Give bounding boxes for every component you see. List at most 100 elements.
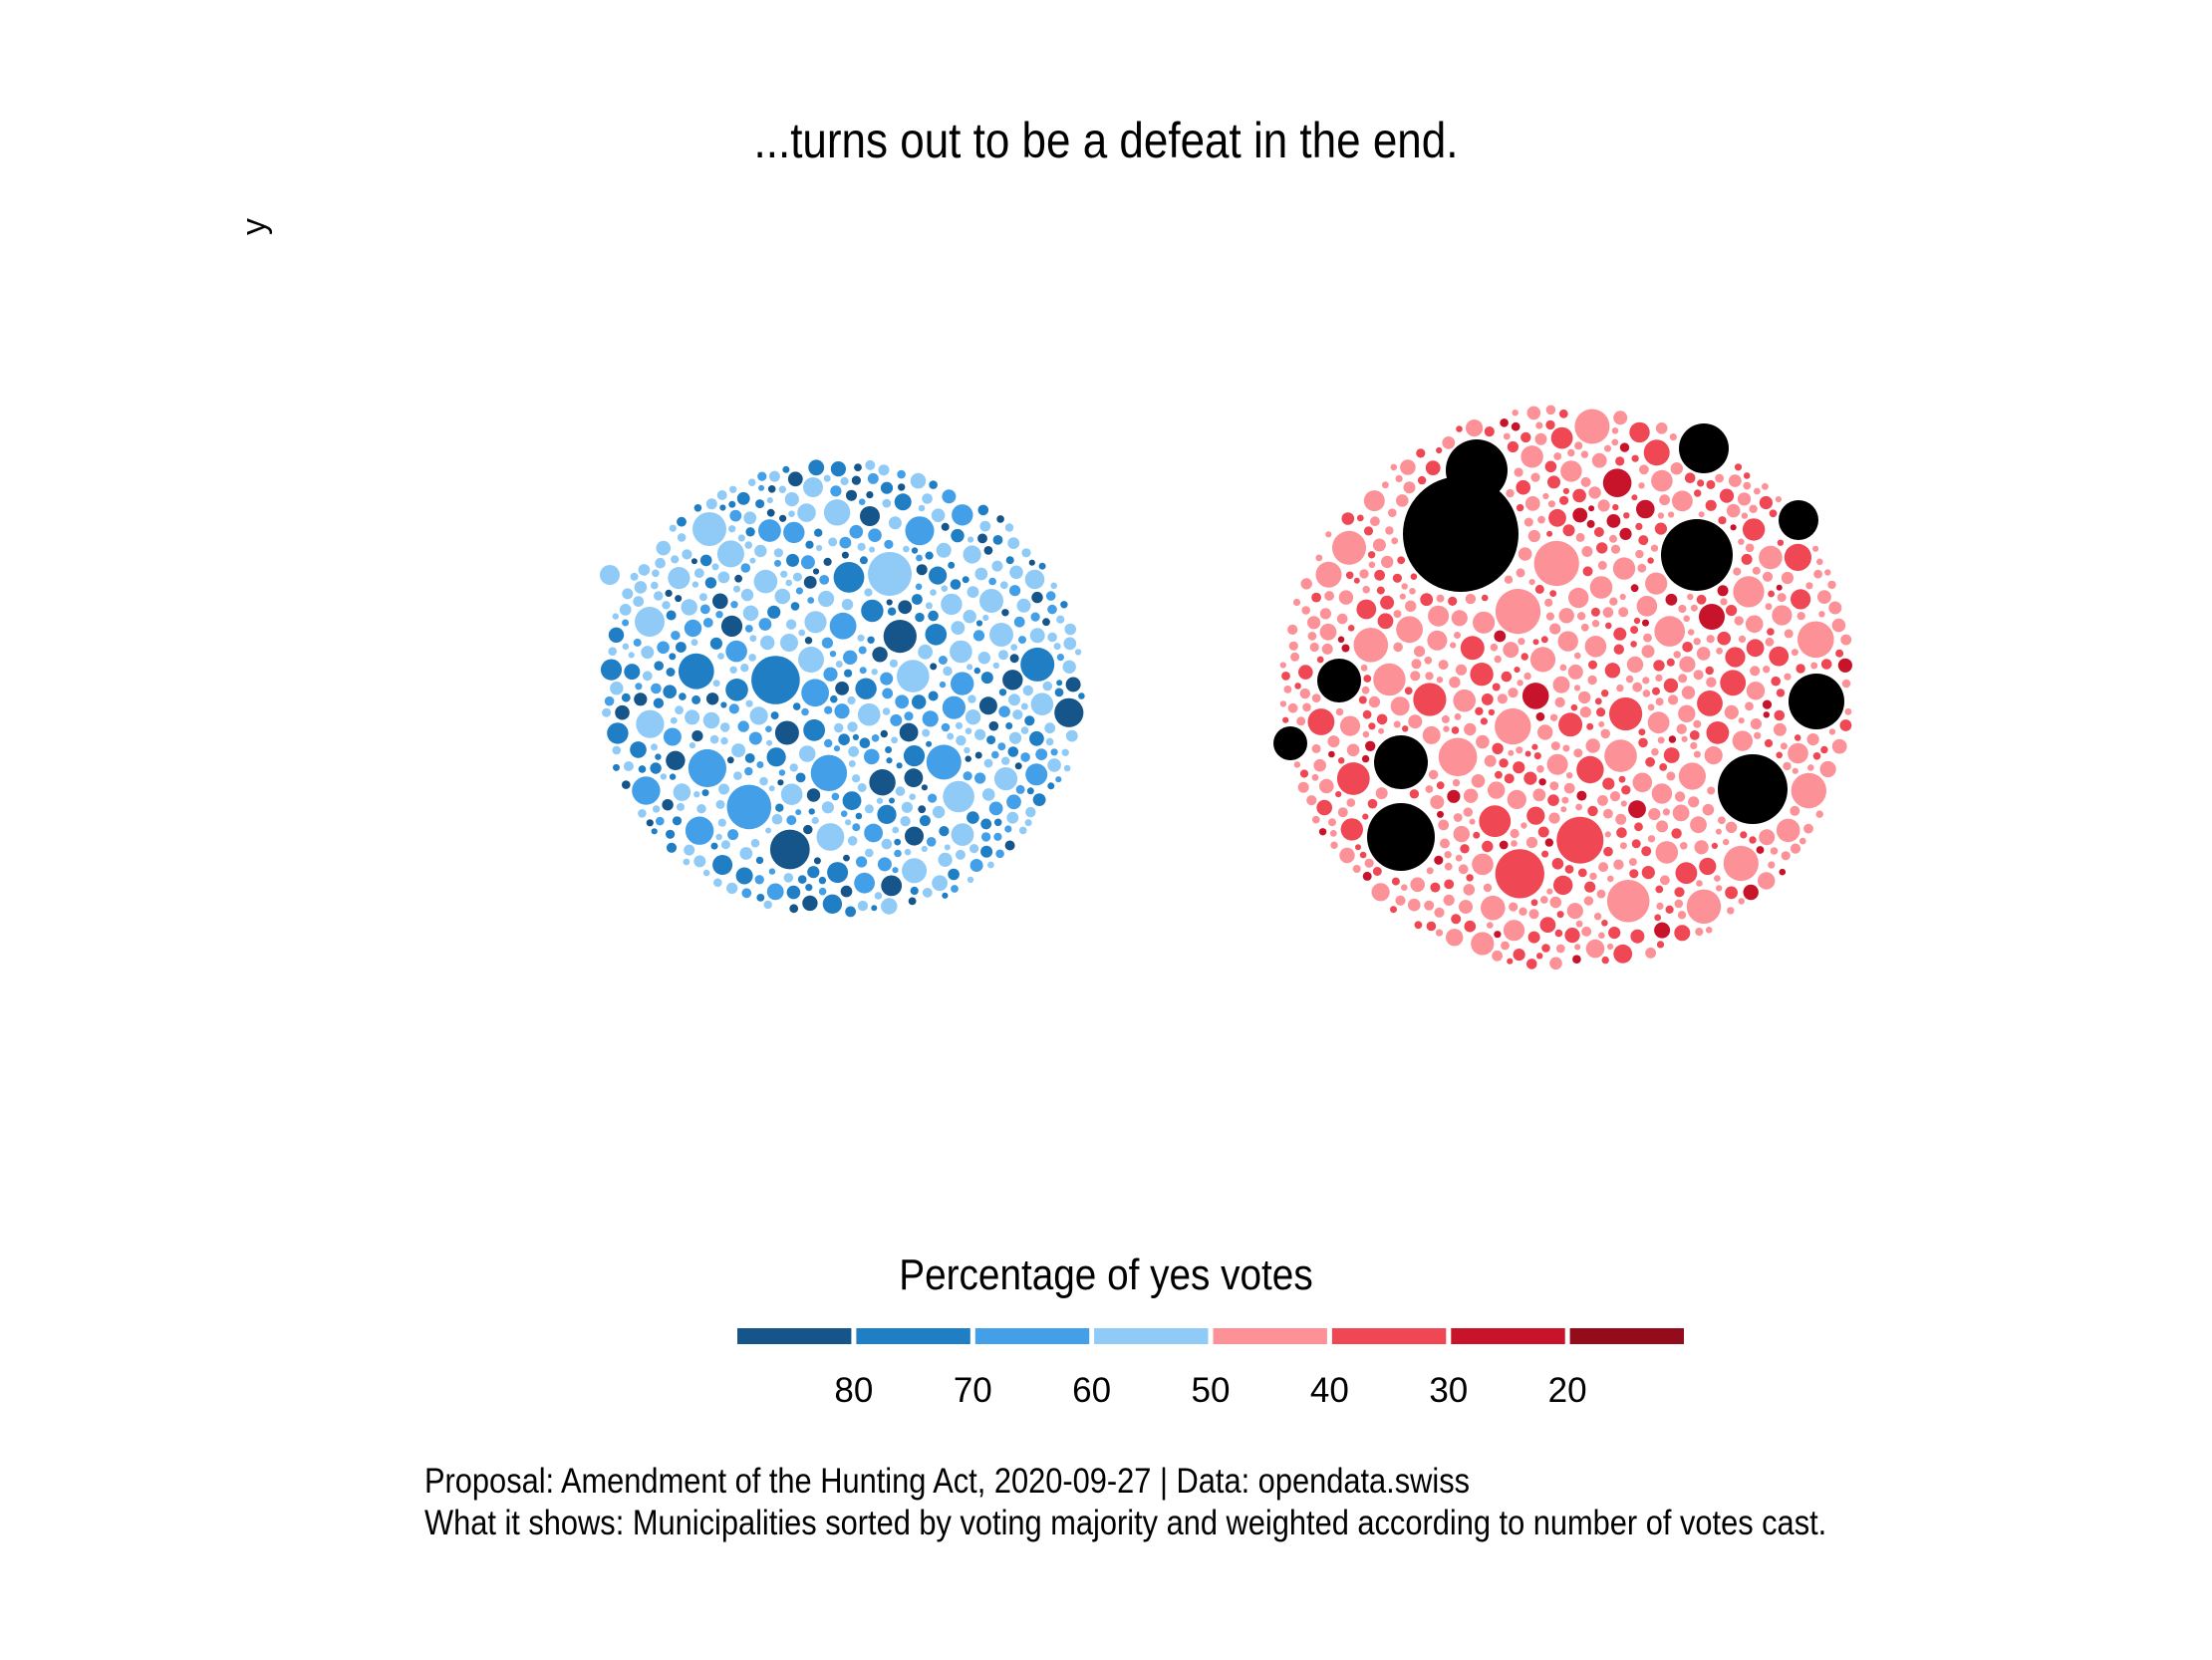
bubble <box>663 685 677 698</box>
bubble <box>969 859 983 872</box>
bubble <box>823 499 851 526</box>
bubble <box>1297 781 1309 793</box>
bubble <box>831 792 840 801</box>
bubble <box>912 594 923 605</box>
bubble <box>963 610 976 624</box>
bubble <box>1727 907 1735 915</box>
bubble <box>905 826 924 846</box>
bubble <box>780 570 788 578</box>
bubble <box>789 763 798 772</box>
bubble <box>783 873 794 883</box>
bubble <box>1607 875 1614 883</box>
bubble <box>1777 593 1787 603</box>
bubble <box>991 750 999 759</box>
bubble <box>1559 495 1569 505</box>
bubble <box>955 721 964 729</box>
bubble <box>1763 666 1771 674</box>
bubble <box>1699 857 1717 876</box>
bubble <box>1570 703 1578 711</box>
bubble <box>894 838 902 846</box>
bubble <box>1593 913 1602 921</box>
bubble <box>1638 535 1649 546</box>
bubble <box>1549 957 1562 970</box>
bubble <box>1464 920 1477 933</box>
bubble <box>929 480 938 489</box>
bubble <box>1718 516 1727 525</box>
bubble <box>641 646 655 660</box>
bubble <box>1774 709 1786 721</box>
bubble <box>1381 555 1394 569</box>
bubble <box>1367 803 1435 871</box>
bubble <box>1719 488 1735 503</box>
bubble <box>1393 610 1402 619</box>
bubble <box>1673 651 1681 659</box>
bubble <box>638 809 647 818</box>
bubble <box>768 470 780 482</box>
bubble <box>642 671 653 682</box>
bubble <box>1526 406 1541 420</box>
bubble <box>1425 785 1434 793</box>
bubble <box>1453 813 1463 822</box>
bubble <box>1790 843 1801 854</box>
bubble <box>1776 689 1786 697</box>
bubble <box>758 618 772 631</box>
bubble <box>684 844 695 856</box>
bubble <box>1784 673 1792 681</box>
bubble <box>1610 544 1621 554</box>
bubble <box>1495 849 1544 899</box>
bubble <box>1577 868 1587 878</box>
bubble <box>715 611 723 619</box>
bubble <box>1542 492 1549 500</box>
bubble <box>763 900 772 910</box>
bubble <box>1001 756 1010 765</box>
bubble <box>779 514 787 522</box>
bubble <box>1656 902 1664 911</box>
bubble <box>1492 683 1501 692</box>
bubble <box>1455 664 1468 676</box>
bubble <box>1078 692 1085 699</box>
bubble <box>1416 448 1426 458</box>
bubble <box>901 801 914 813</box>
bubble <box>1602 468 1632 498</box>
legend-swatch <box>737 1328 852 1344</box>
bubble <box>735 867 753 885</box>
bubble <box>632 776 661 805</box>
bubble <box>1279 700 1287 707</box>
bubble <box>638 765 647 773</box>
bubble <box>1674 925 1691 942</box>
bubble <box>691 639 698 647</box>
bubble <box>1547 475 1560 489</box>
bubble <box>1414 646 1426 658</box>
bubble <box>1572 507 1588 523</box>
chart-title: ...turns out to be a defeat in the end. <box>753 113 1459 168</box>
bubble <box>675 595 683 603</box>
bubble <box>1548 508 1566 527</box>
bubble <box>1425 672 1434 681</box>
bubble <box>1655 422 1668 434</box>
bubble <box>1336 613 1348 625</box>
bubble <box>719 722 730 732</box>
bubble <box>1769 509 1778 518</box>
bubble <box>798 745 816 762</box>
bubble <box>1734 463 1743 471</box>
bubble <box>1745 543 1755 553</box>
bubble <box>1535 711 1545 721</box>
bubble <box>1776 751 1783 759</box>
bubble <box>1598 720 1605 727</box>
bubble <box>1580 476 1591 487</box>
bubble <box>710 842 718 850</box>
bubble <box>1741 553 1753 565</box>
bubble <box>1594 697 1602 705</box>
bubble <box>1442 436 1456 449</box>
bubble <box>803 824 813 835</box>
bubble <box>983 758 993 768</box>
bubble <box>951 528 965 543</box>
bubble <box>1292 598 1301 607</box>
bubble <box>1015 784 1025 794</box>
bubble <box>745 699 753 707</box>
bubble <box>1562 524 1575 537</box>
bubble <box>1615 456 1625 466</box>
bubble <box>1654 922 1671 939</box>
bubble <box>750 838 760 848</box>
bubble <box>1749 504 1758 513</box>
